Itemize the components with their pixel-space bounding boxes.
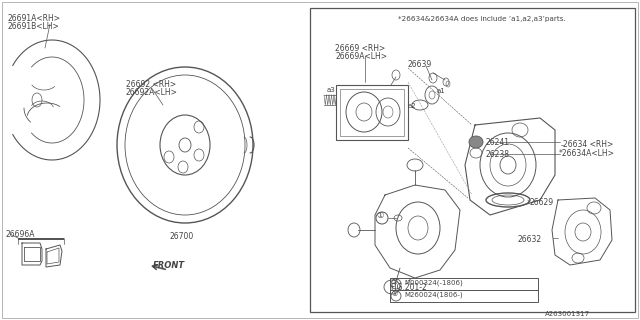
Text: A263001317: A263001317 xyxy=(545,311,590,317)
Bar xyxy=(18,238,64,240)
Text: 26696A: 26696A xyxy=(5,230,35,239)
Text: FRONT: FRONT xyxy=(153,261,185,270)
Bar xyxy=(340,89,404,136)
Text: 26691A<RH>: 26691A<RH> xyxy=(7,14,60,23)
Text: ①: ① xyxy=(392,279,398,285)
Text: 26241: 26241 xyxy=(485,138,509,147)
Text: 26634 <RH>: 26634 <RH> xyxy=(563,140,613,149)
Text: 26639: 26639 xyxy=(408,60,432,69)
Text: ①: ① xyxy=(392,291,398,297)
Text: 26692 <RH>: 26692 <RH> xyxy=(126,80,176,89)
Text: 26669A<LH>: 26669A<LH> xyxy=(335,52,387,61)
Text: 26629: 26629 xyxy=(530,198,554,207)
Bar xyxy=(336,85,408,140)
Bar xyxy=(390,278,538,290)
Text: M260024(1806-): M260024(1806-) xyxy=(404,292,463,299)
Text: *26634&26634A does include ’a1,a2,a3’parts.: *26634&26634A does include ’a1,a2,a3’par… xyxy=(398,16,566,22)
Text: M000324(-1806): M000324(-1806) xyxy=(404,280,463,286)
Text: 26238: 26238 xyxy=(485,150,509,159)
Text: a1: a1 xyxy=(437,88,445,94)
Text: FIG.201-2: FIG.201-2 xyxy=(390,283,427,292)
Bar xyxy=(390,290,538,302)
Text: 26692A<LH>: 26692A<LH> xyxy=(126,88,178,97)
Text: a3: a3 xyxy=(327,87,336,93)
Text: 26691B<LH>: 26691B<LH> xyxy=(7,22,59,31)
Text: 26632: 26632 xyxy=(518,235,542,244)
Text: *26634A<LH>: *26634A<LH> xyxy=(559,149,615,158)
Ellipse shape xyxy=(469,136,483,148)
Text: 26669 <RH>: 26669 <RH> xyxy=(335,44,385,53)
Text: 26700: 26700 xyxy=(170,232,194,241)
Text: a2: a2 xyxy=(408,103,417,109)
Bar xyxy=(310,8,635,312)
Text: ①: ① xyxy=(376,212,384,220)
